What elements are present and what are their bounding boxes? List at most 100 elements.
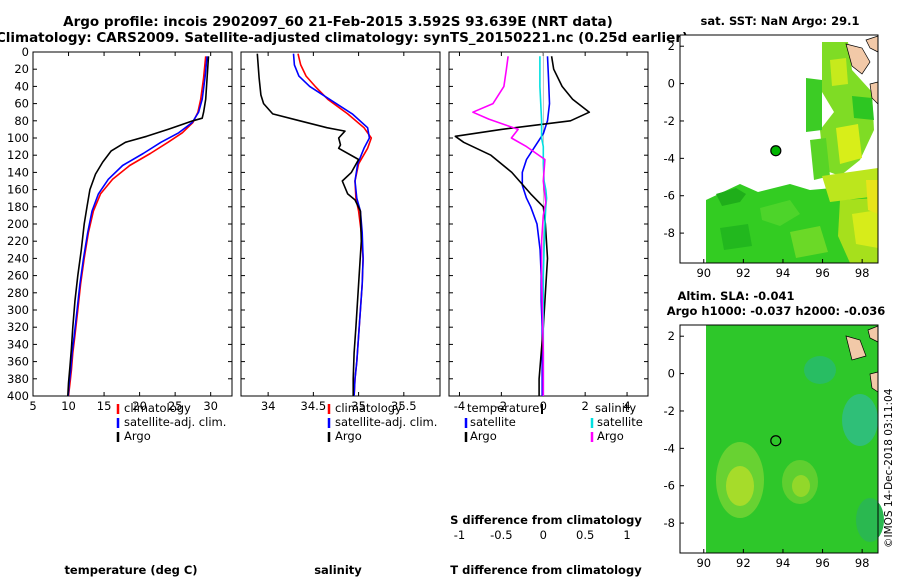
depth-tick-label: 140	[7, 165, 29, 179]
lat-tick-label: -8	[664, 516, 675, 530]
depth-tick-label: 20	[14, 62, 29, 76]
lon-tick-label: 96	[815, 266, 830, 280]
lon-tick-label: 92	[736, 266, 751, 280]
depth-tick-label: 260	[7, 269, 29, 283]
temperature-panel-frame	[32, 51, 233, 397]
lat-tick-label: -2	[664, 404, 675, 418]
sla-map-axes: 90 92 94 96 98 2 0 -2 -4 -6 -8	[664, 329, 870, 570]
depth-tick-label: 300	[7, 303, 29, 317]
difference-series	[454, 56, 591, 396]
salinity-panel: 34 34.5 35 35.5 salinity climatology satell…	[240, 51, 441, 577]
s-diff-tick-label: 0.5	[576, 528, 594, 542]
depth-tick-label: 180	[7, 200, 29, 214]
lon-tick-label: 92	[736, 556, 751, 570]
legend-argo-t: Argo	[470, 429, 497, 443]
depth-tick-label: 220	[7, 234, 29, 248]
series-line-s-argo	[472, 56, 547, 396]
depth-tick-label: 60	[14, 97, 29, 111]
difference-panel: -4 -2 0 2 4 -1 -0.5 0 0.5 1 T difference from cli…	[448, 51, 649, 577]
legend-satellite-t: satellite	[470, 415, 516, 429]
lon-tick-label: 90	[696, 556, 711, 570]
depth-tick-label: 280	[7, 286, 29, 300]
x-tick-label: 34.5	[301, 399, 327, 413]
depth-tick-label: 400	[7, 389, 29, 403]
salinity-xlabel: salinity	[314, 563, 362, 577]
difference-panel-frame	[448, 51, 649, 397]
difference-top-xlabel: S difference from climatology	[450, 513, 642, 527]
lat-tick-label: -8	[664, 226, 675, 240]
series-line-argo	[256, 53, 363, 396]
x-tick-label: 0	[540, 399, 547, 413]
sst-field	[706, 35, 879, 263]
lat-tick-label: -2	[664, 114, 675, 128]
lon-tick-label: 98	[855, 266, 870, 280]
sst-map-frame	[679, 34, 879, 264]
salinity-series	[256, 53, 373, 397]
temperature-xlabel: temperature (deg C)	[64, 563, 197, 577]
x-tick-label: 20	[132, 399, 147, 413]
lon-tick-label: 98	[855, 556, 870, 570]
difference-legend: temperature satellite Argo salinity sate…	[464, 401, 643, 443]
depth-tick-label: 0	[22, 45, 29, 59]
salinity-axes: 34 34.5 35 35.5	[241, 51, 440, 413]
lat-tick-label: -4	[664, 151, 675, 165]
s-diff-tick-label: 1	[623, 528, 630, 542]
salinity-legend: climatology satellite-adj. clim. Argo	[327, 401, 437, 443]
depth-tick-label: 320	[7, 320, 29, 334]
x-tick-label: 15	[97, 399, 112, 413]
sla-map-title-line2: Argo h1000: -0.037 h2000: -0.036	[667, 304, 886, 318]
legend-satellite-adj: satellite-adj. clim.	[335, 415, 437, 429]
depth-tick-label: 200	[7, 217, 29, 231]
sst-map-axes: 90 92 94 96 98 2 0 -2 -4 -6 -8	[664, 39, 870, 280]
lat-tick-label: 2	[668, 329, 675, 343]
lon-tick-label: 94	[776, 556, 791, 570]
legend-salinity-header: salinity	[595, 401, 636, 415]
legend-climatology: climatology	[335, 401, 402, 415]
salinity-panel-frame	[240, 51, 441, 397]
legend-argo: Argo	[124, 429, 151, 443]
x-tick-label: 2	[581, 399, 588, 413]
sla-argo-position-marker	[770, 435, 782, 447]
legend-satellite-s: satellite	[597, 415, 643, 429]
x-tick-label: 10	[61, 399, 76, 413]
series-line-t-argo	[454, 56, 591, 396]
legend-argo-s: Argo	[597, 429, 624, 443]
temperature-panel: 5 10 15 20 25 3002040608010012014016018020022…	[7, 45, 233, 577]
lat-tick-label: 0	[668, 77, 675, 91]
s-diff-tick-label: 0	[540, 528, 547, 542]
legend-satellite-adj: satellite-adj. clim.	[124, 415, 226, 429]
lon-tick-label: 90	[696, 266, 711, 280]
depth-tick-label: 360	[7, 355, 29, 369]
depth-tick-label: 120	[7, 148, 29, 162]
sst-map-title: sat. SST: NaN Argo: 29.1	[700, 14, 859, 28]
x-tick-label: 5	[29, 399, 36, 413]
series-line-satellite-adj-clim-	[292, 53, 371, 397]
difference-axes: -4 -2 0 2 4 -1 -0.5 0 0.5 1	[449, 51, 648, 542]
lat-tick-label: 2	[668, 39, 675, 53]
imos-credit: ©IMOS 14-Dec-2018 03:11:04	[883, 388, 895, 548]
x-tick-label: -2	[496, 399, 507, 413]
depth-tick-label: 80	[14, 114, 29, 128]
lon-tick-label: 94	[776, 266, 791, 280]
depth-tick-label: 160	[7, 183, 29, 197]
temperature-axes: 5 10 15 20 25 3002040608010012014016018020022…	[7, 45, 232, 413]
depth-tick-label: 40	[14, 79, 29, 93]
legend-climatology: climatology	[124, 401, 191, 415]
lat-tick-label: 0	[668, 367, 675, 381]
sst-argo-position-marker	[770, 145, 782, 157]
lat-tick-label: -4	[664, 441, 675, 455]
x-tick-label: 35.5	[391, 399, 417, 413]
temperature-legend: climatology satellite-adj. clim. Argo	[116, 401, 226, 443]
lat-tick-label: -6	[664, 189, 675, 203]
series-line-argo	[67, 56, 210, 397]
series-line-satellite-adj-clim-	[67, 56, 208, 397]
sla-map: Altim. SLA: -0.041 Argo h1000: -0.037 h2…	[664, 289, 886, 570]
lat-tick-label: -6	[664, 479, 675, 493]
s-diff-tick-label: -0.5	[490, 528, 512, 542]
depth-tick-label: 340	[7, 337, 29, 351]
x-tick-label: 25	[168, 399, 183, 413]
x-tick-label: 34	[261, 399, 276, 413]
depth-tick-label: 240	[7, 251, 29, 265]
